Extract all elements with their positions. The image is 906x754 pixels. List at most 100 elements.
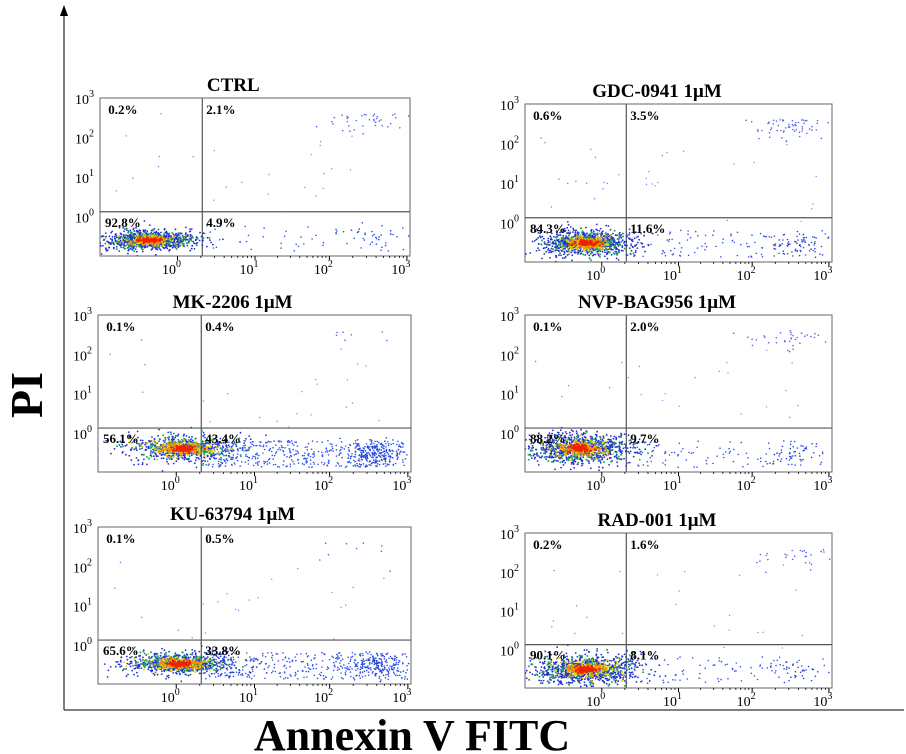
event-point [255, 458, 257, 460]
event-point [559, 252, 561, 254]
event-point [639, 449, 641, 451]
event-point [580, 235, 582, 237]
event-point [343, 231, 345, 233]
event-point [158, 166, 159, 167]
event-point [130, 236, 132, 238]
event-point [245, 454, 247, 456]
event-point [701, 245, 703, 247]
event-point [272, 455, 274, 457]
event-point [154, 438, 156, 440]
event-point [565, 236, 567, 238]
event-point [611, 244, 613, 246]
event-point [338, 454, 340, 456]
event-point [373, 459, 375, 461]
event-point [212, 244, 214, 246]
event-point [290, 455, 292, 457]
event-point [164, 241, 166, 243]
event-point [364, 446, 366, 448]
event-point [706, 246, 708, 248]
event-point [166, 234, 168, 236]
event-point [241, 461, 243, 463]
event-point [350, 445, 352, 447]
event-point [126, 240, 128, 242]
event-point [108, 247, 110, 249]
event-point [617, 465, 619, 467]
event-point [792, 120, 794, 122]
event-point [593, 232, 595, 234]
event-point [537, 237, 539, 239]
event-point [196, 451, 198, 453]
event-point [754, 162, 755, 163]
event-point [358, 445, 360, 447]
event-point [557, 239, 559, 241]
event-point [360, 464, 362, 466]
event-point [331, 121, 333, 123]
event-point [664, 252, 666, 254]
event-point [201, 457, 203, 459]
event-point [164, 229, 166, 231]
event-point [188, 443, 190, 445]
event-point [268, 194, 269, 195]
event-point [374, 454, 376, 456]
event-point [370, 460, 372, 462]
event-point [602, 188, 603, 189]
event-point [589, 233, 591, 235]
event-point [199, 240, 201, 242]
event-point [679, 242, 681, 244]
event-point [817, 120, 819, 122]
event-point [218, 463, 220, 465]
event-point [772, 123, 774, 125]
event-point [311, 466, 313, 468]
event-point [105, 232, 107, 234]
event-point [280, 247, 282, 249]
event-point [602, 435, 604, 437]
event-point [787, 239, 789, 241]
event-point [193, 156, 194, 157]
event-point [263, 446, 265, 448]
event-point [623, 242, 625, 244]
event-point [776, 130, 778, 132]
event-point [336, 335, 338, 337]
event-point [636, 236, 638, 238]
event-point [164, 437, 166, 439]
quadrant-lower-left: 56.1% [103, 431, 139, 446]
event-point [592, 235, 594, 237]
event-point [599, 233, 601, 235]
event-point [146, 246, 148, 248]
event-point [270, 441, 272, 443]
event-point [106, 250, 108, 252]
event-point [609, 248, 611, 250]
event-point [128, 455, 130, 457]
event-point [558, 241, 560, 243]
event-point [618, 249, 620, 251]
event-point [255, 445, 257, 447]
event-point [284, 447, 286, 449]
event-point [175, 243, 177, 245]
event-point [806, 133, 808, 135]
event-point [640, 454, 642, 456]
event-point [358, 458, 360, 460]
event-point [157, 242, 159, 244]
event-point [136, 245, 138, 247]
event-point [799, 255, 801, 257]
event-point [156, 459, 158, 461]
event-point [633, 252, 635, 254]
event-point [767, 123, 769, 125]
event-point [190, 240, 192, 242]
event-point [534, 240, 536, 242]
event-point [213, 247, 215, 249]
event-point [670, 231, 672, 233]
event-point [173, 433, 175, 435]
event-point [391, 453, 393, 455]
event-point [101, 253, 103, 255]
event-point [346, 116, 348, 118]
event-point [187, 447, 189, 449]
event-point [162, 470, 164, 472]
event-point [806, 237, 808, 239]
event-point [166, 458, 168, 460]
event-point [240, 454, 242, 456]
event-point [355, 440, 357, 442]
event-point [188, 461, 190, 463]
event-point [594, 198, 595, 199]
